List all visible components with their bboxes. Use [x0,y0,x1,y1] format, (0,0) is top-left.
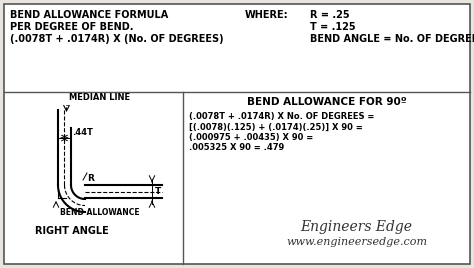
Text: BEND ALLOWANCE FOR 90º: BEND ALLOWANCE FOR 90º [246,97,406,107]
Text: T: T [155,187,161,196]
Text: T = .125: T = .125 [310,22,356,32]
Text: WHERE:: WHERE: [245,10,289,20]
Text: (.0078T + .0174R) X No. OF DEGREES =: (.0078T + .0174R) X No. OF DEGREES = [189,112,374,121]
Text: (.000975 + .00435) X 90 =: (.000975 + .00435) X 90 = [189,133,313,142]
Text: .005325 X 90 = .479: .005325 X 90 = .479 [189,143,284,152]
Text: Engineers Edge: Engineers Edge [301,220,412,234]
Text: [(.0078)(.125) + (.0174)(.25)] X 90 =: [(.0078)(.125) + (.0174)(.25)] X 90 = [189,122,363,132]
Text: BEND ANGLE = No. OF DEGREES: BEND ANGLE = No. OF DEGREES [310,34,474,44]
Text: RIGHT ANGLE: RIGHT ANGLE [35,226,109,236]
Text: (.0078T + .0174R) X (No. OF DEGREES): (.0078T + .0174R) X (No. OF DEGREES) [10,34,224,44]
Text: MEDIAN LINE: MEDIAN LINE [70,93,131,102]
Text: PER DEGREE OF BEND.: PER DEGREE OF BEND. [10,22,134,32]
Text: .44T: .44T [73,128,93,137]
Text: R: R [87,174,94,183]
Text: R = .25: R = .25 [310,10,350,20]
Text: www.engineersedge.com: www.engineersedge.com [286,237,427,247]
Text: BEND ALLOWANCE FORMULA: BEND ALLOWANCE FORMULA [10,10,168,20]
Text: BEND ALLOWANCE: BEND ALLOWANCE [60,208,140,217]
